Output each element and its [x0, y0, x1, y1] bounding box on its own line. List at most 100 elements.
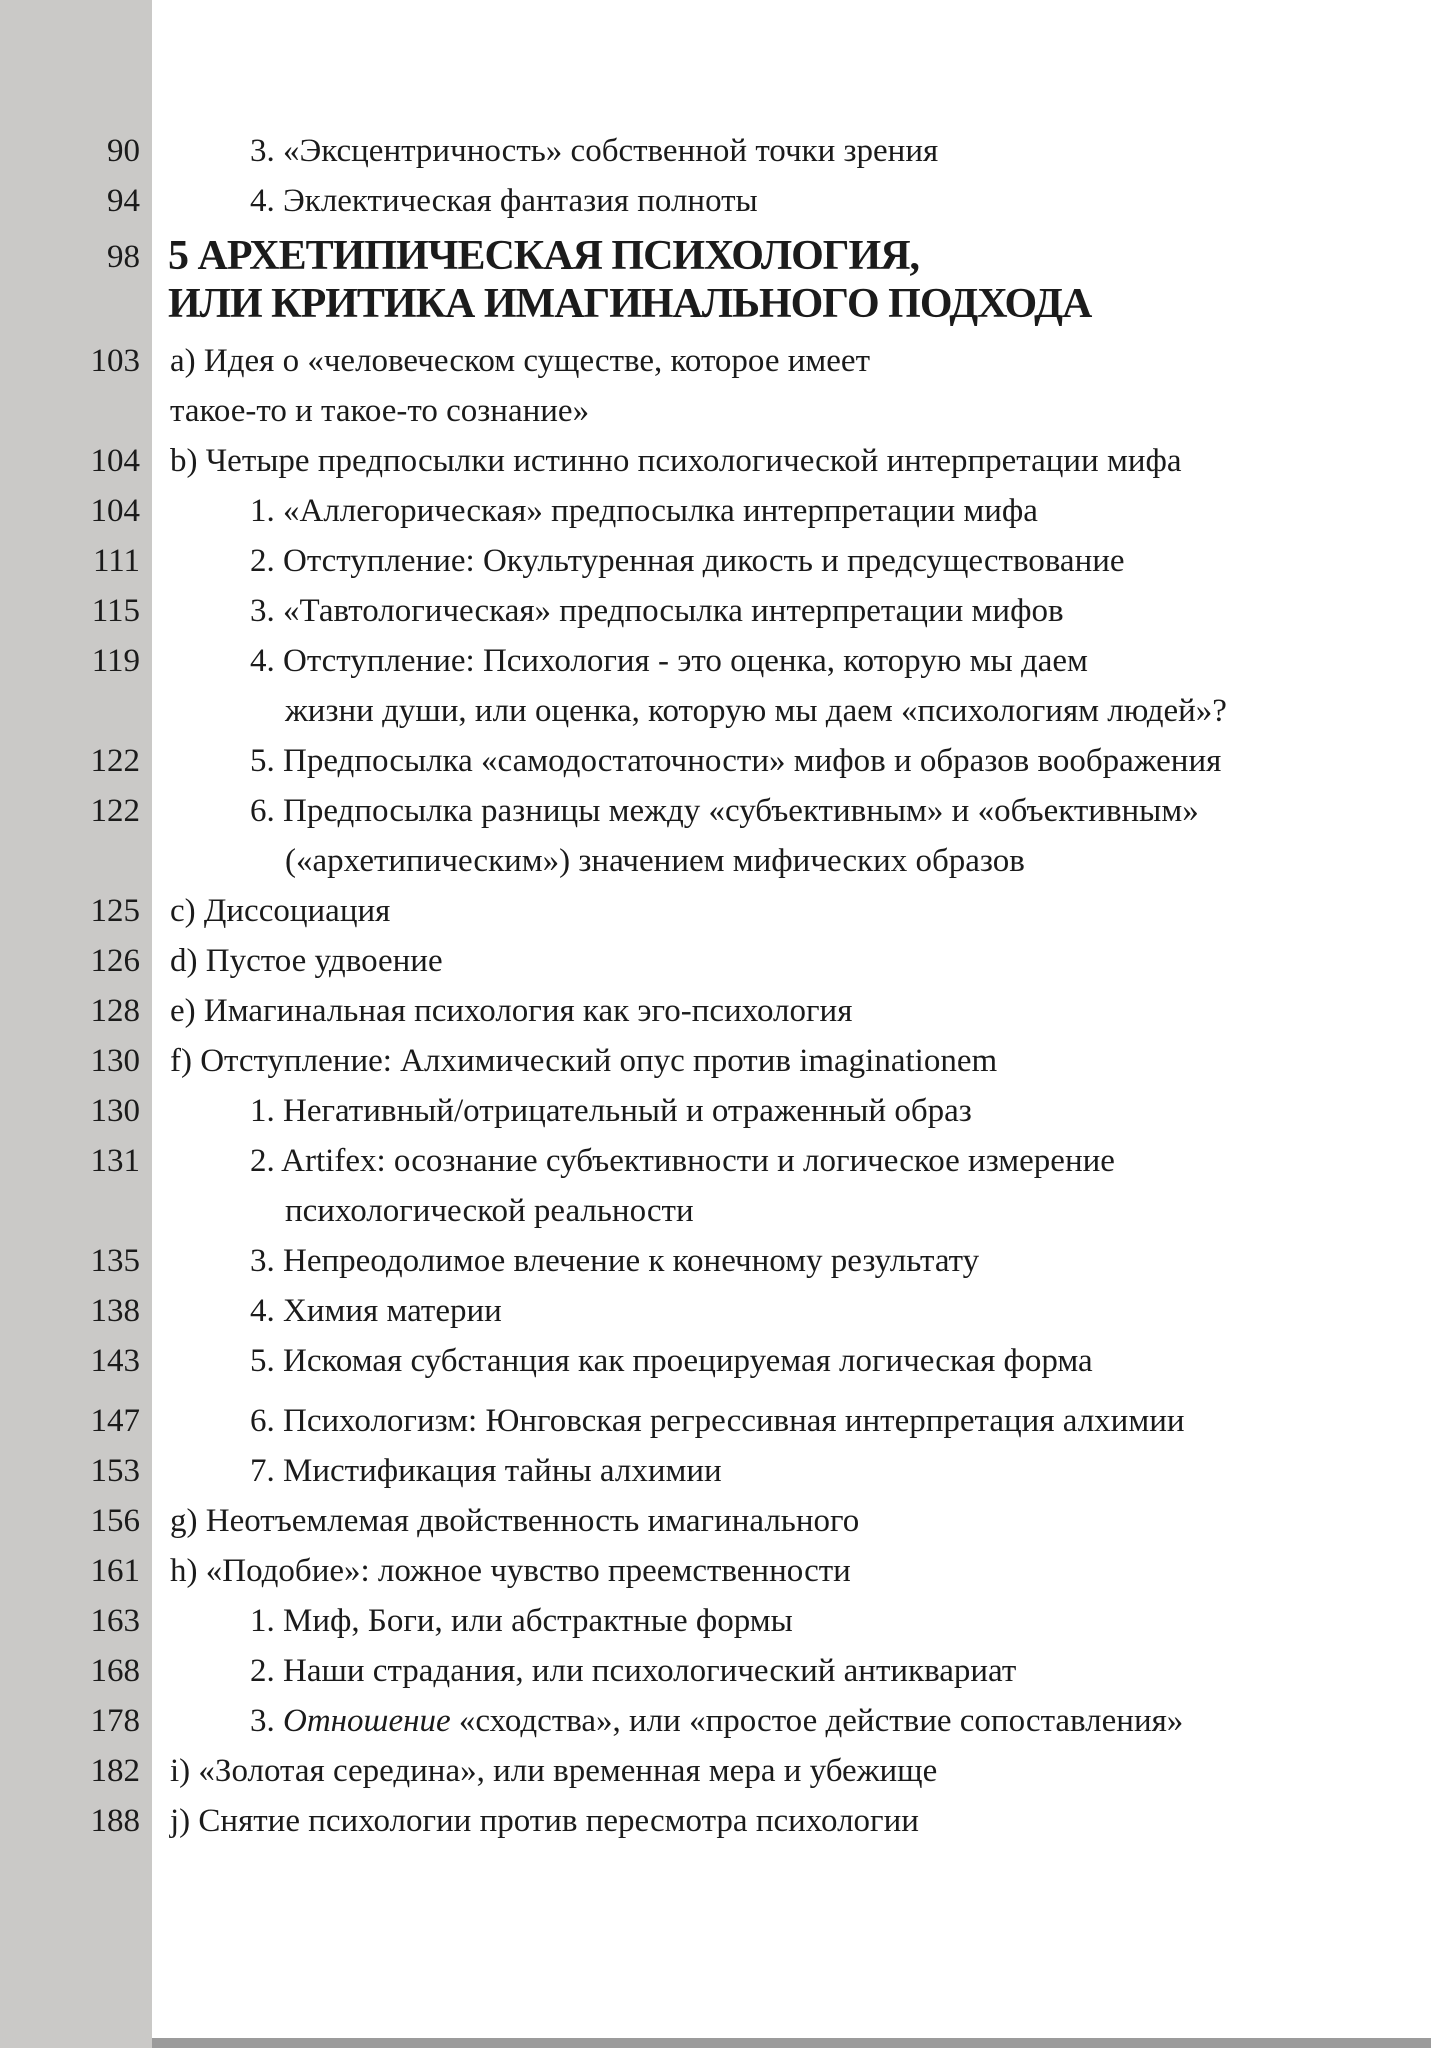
entry-lines: 2. Отступление: Окультуренная дикость и …	[152, 536, 1431, 586]
page-number: 122	[90, 743, 141, 779]
page-number: 90	[107, 133, 140, 169]
toc-row: 147 6. Психологизм: Юнговская регрессивн…	[0, 1396, 1431, 1446]
page-number: 111	[92, 543, 140, 579]
page-number: 188	[90, 1803, 141, 1839]
entry-lines: 3. Отношение «сходства», или «простое де…	[152, 1696, 1431, 1746]
entry-line: 7. Мистификация тайны алхимии	[250, 1453, 722, 1489]
entry-line: 2. Artifex: осознание субъективности и л…	[250, 1143, 1115, 1179]
page-number: 156	[90, 1503, 141, 1539]
page-number: 135	[90, 1243, 141, 1279]
entry-line: 4. Эклектическая фантазия полноты	[250, 183, 758, 219]
page-number: 163	[90, 1603, 141, 1639]
toc-row: 98 5 АРХЕТИПИЧЕСКАЯ ПСИХОЛОГИЯ, ИЛИ КРИТИ…	[0, 232, 1431, 328]
page-number: 98	[107, 239, 140, 275]
page-number: 138	[90, 1293, 141, 1329]
toc-row: 130 1. Негативный/отрицательный и отраже…	[0, 1086, 1431, 1136]
toc-row: 161 h) «Подобие»: ложное чувство преемст…	[0, 1546, 1431, 1596]
entry-line-part: 3.	[250, 1703, 283, 1739]
entry-line: 2. Отступление: Окультуренная дикость и …	[250, 543, 1125, 579]
toc-row: 188 j) Снятие психологии против пересмот…	[0, 1796, 1431, 1846]
page-number: 161	[90, 1553, 141, 1589]
page-number: 168	[90, 1653, 141, 1689]
entry-line: 6. Психологизм: Юнговская регрессивная и…	[250, 1403, 1185, 1439]
page-number: 104	[90, 493, 141, 529]
toc-row: 111 2. Отступление: Окультуренная дикост…	[0, 536, 1431, 586]
page-number: 115	[91, 593, 140, 629]
page-number: 178	[90, 1703, 141, 1739]
entry-lines: 4. Химия материи	[152, 1286, 1431, 1336]
entry-line: i) «Золотая середина», или временная мер…	[170, 1753, 938, 1789]
entry-lines: j) Снятие психологии против пересмотра п…	[152, 1796, 1431, 1846]
entry-line: h) «Подобие»: ложное чувство преемственн…	[170, 1553, 851, 1589]
entry-line: f) Отступление: Алхимический опус против…	[170, 1043, 998, 1079]
toc-row: 135 3. Непреодолимое влечение к конечном…	[0, 1236, 1431, 1286]
page-number: 130	[90, 1093, 141, 1129]
left-margin-strip	[0, 0, 152, 2048]
entry-lines: h) «Подобие»: ложное чувство преемственн…	[152, 1546, 1431, 1596]
toc-row: 119 4. Отступление: Психология - это оце…	[0, 636, 1431, 736]
entry-line: 4. Химия материи	[250, 1293, 502, 1329]
toc-row: 156 g) Неотъемлемая двойственность имаги…	[0, 1496, 1431, 1546]
entry-lines: g) Неотъемлемая двойственность имагиналь…	[152, 1496, 1431, 1546]
toc-row: 90 3. «Эксцентричность» собственной точк…	[0, 126, 1431, 176]
page-number: 153	[90, 1453, 141, 1489]
entry-line-part: Отношение	[283, 1703, 451, 1739]
page-number: 104	[90, 443, 141, 479]
toc-row: 103 a) Идея о «человеческом существе, ко…	[0, 336, 1431, 436]
entry-lines: 3. Непреодолимое влечение к конечному ре…	[152, 1236, 1431, 1286]
toc: 90 3. «Эксцентричность» собственной точк…	[0, 126, 1431, 1846]
entry-line: жизни души, или оценка, которую мы даем …	[285, 693, 1227, 729]
entry-line: 5. Предпосылка «самодостаточности» мифов…	[250, 743, 1222, 779]
toc-row: 104 b) Четыре предпосылки истинно психол…	[0, 436, 1431, 486]
entry-line: 4. Отступление: Психология - это оценка,…	[250, 643, 1088, 679]
entry-line: g) Неотъемлемая двойственность имагиналь…	[170, 1503, 860, 1539]
entry-line: 1. Миф, Боги, или абстрактные формы	[250, 1603, 793, 1639]
entry-line: 3. Непреодолимое влечение к конечному ре…	[250, 1243, 980, 1279]
entry-lines: 1. Негативный/отрицательный и отраженный…	[152, 1086, 1431, 1136]
entry-line: такое-то и такое-то сознание»	[170, 393, 590, 429]
entry-lines: 5. Искомая субстанция как проецируемая л…	[152, 1336, 1431, 1386]
entry-lines: a) Идея о «человеческом существе, которо…	[152, 336, 1431, 436]
entry-line: 3. «Эксцентричность» собственной точки з…	[250, 133, 939, 169]
entry-lines: f) Отступление: Алхимический опус против…	[152, 1036, 1431, 1086]
entry-line: b) Четыре предпосылки истинно психологич…	[170, 443, 1182, 479]
page-number: 126	[90, 943, 141, 979]
entry-lines: 2. Artifex: осознание субъективности и л…	[152, 1136, 1431, 1236]
page-number: 131	[90, 1143, 141, 1179]
toc-row: 130 f) Отступление: Алхимический опус пр…	[0, 1036, 1431, 1086]
toc-row: 128 e) Имагинальная психология как эго-п…	[0, 986, 1431, 1036]
toc-row: 178 3. Отношение «сходства», или «просто…	[0, 1696, 1431, 1746]
page-number: 94	[107, 183, 140, 219]
entry-lines: 4. Эклектическая фантазия полноты	[152, 176, 1431, 226]
toc-row: 138 4. Химия материи	[0, 1286, 1431, 1336]
page-number: 128	[90, 993, 141, 1029]
entry-line: 3. «Тавтологическая» предпосылка интерпр…	[250, 593, 1064, 629]
entry-lines: 1. «Аллегорическая» предпосылка интерпре…	[152, 486, 1431, 536]
entry-lines: e) Имагинальная психология как эго-психо…	[152, 986, 1431, 1036]
entry-line: 1. «Аллегорическая» предпосылка интерпре…	[250, 493, 1038, 529]
entry-line: c) Диссоциация	[170, 893, 391, 929]
bottom-page-edge-bar	[152, 2038, 1431, 2048]
entry-lines: 5. Предпосылка «самодостаточности» мифов…	[152, 736, 1431, 786]
entry-lines: c) Диссоциация	[152, 886, 1431, 936]
entry-lines: 6. Психологизм: Юнговская регрессивная и…	[152, 1396, 1431, 1446]
entry-line: j) Снятие психологии против пересмотра п…	[170, 1803, 919, 1839]
entry-line: 3. Отношение «сходства», или «простое де…	[152, 1696, 1431, 1746]
toc-row: 94 4. Эклектическая фантазия полноты	[0, 176, 1431, 226]
entry-lines: 2. Наши страдания, или психологический а…	[152, 1646, 1431, 1696]
toc-row: 122 5. Предпосылка «самодостаточности» м…	[0, 736, 1431, 786]
chapter-heading-line: ИЛИ КРИТИКА ИМАГИНАЛЬНОГО ПОДХОДА	[168, 281, 1092, 327]
toc-row: 104 1. «Аллегорическая» предпосылка инте…	[0, 486, 1431, 536]
chapter-heading-line: 5 АРХЕТИПИЧЕСКАЯ ПСИХОЛОГИЯ,	[168, 233, 920, 279]
toc-row: 153 7. Мистификация тайны алхимии	[0, 1446, 1431, 1496]
entry-lines: 5 АРХЕТИПИЧЕСКАЯ ПСИХОЛОГИЯ, ИЛИ КРИТИКА …	[152, 232, 1431, 328]
entry-lines: 4. Отступление: Психология - это оценка,…	[152, 636, 1431, 736]
page-number: 182	[90, 1753, 141, 1789]
entry-lines: i) «Золотая середина», или временная мер…	[152, 1746, 1431, 1796]
toc-row: 115 3. «Тавтологическая» предпосылка инт…	[0, 586, 1431, 636]
entry-line: 5. Искомая субстанция как проецируемая л…	[250, 1343, 1093, 1379]
entry-lines: 7. Мистификация тайны алхимии	[152, 1446, 1431, 1496]
toc-row: 143 5. Искомая субстанция как проецируем…	[0, 1336, 1431, 1386]
entry-line: d) Пустое удвоение	[170, 943, 443, 979]
toc-row: 168 2. Наши страдания, или психологическ…	[0, 1646, 1431, 1696]
